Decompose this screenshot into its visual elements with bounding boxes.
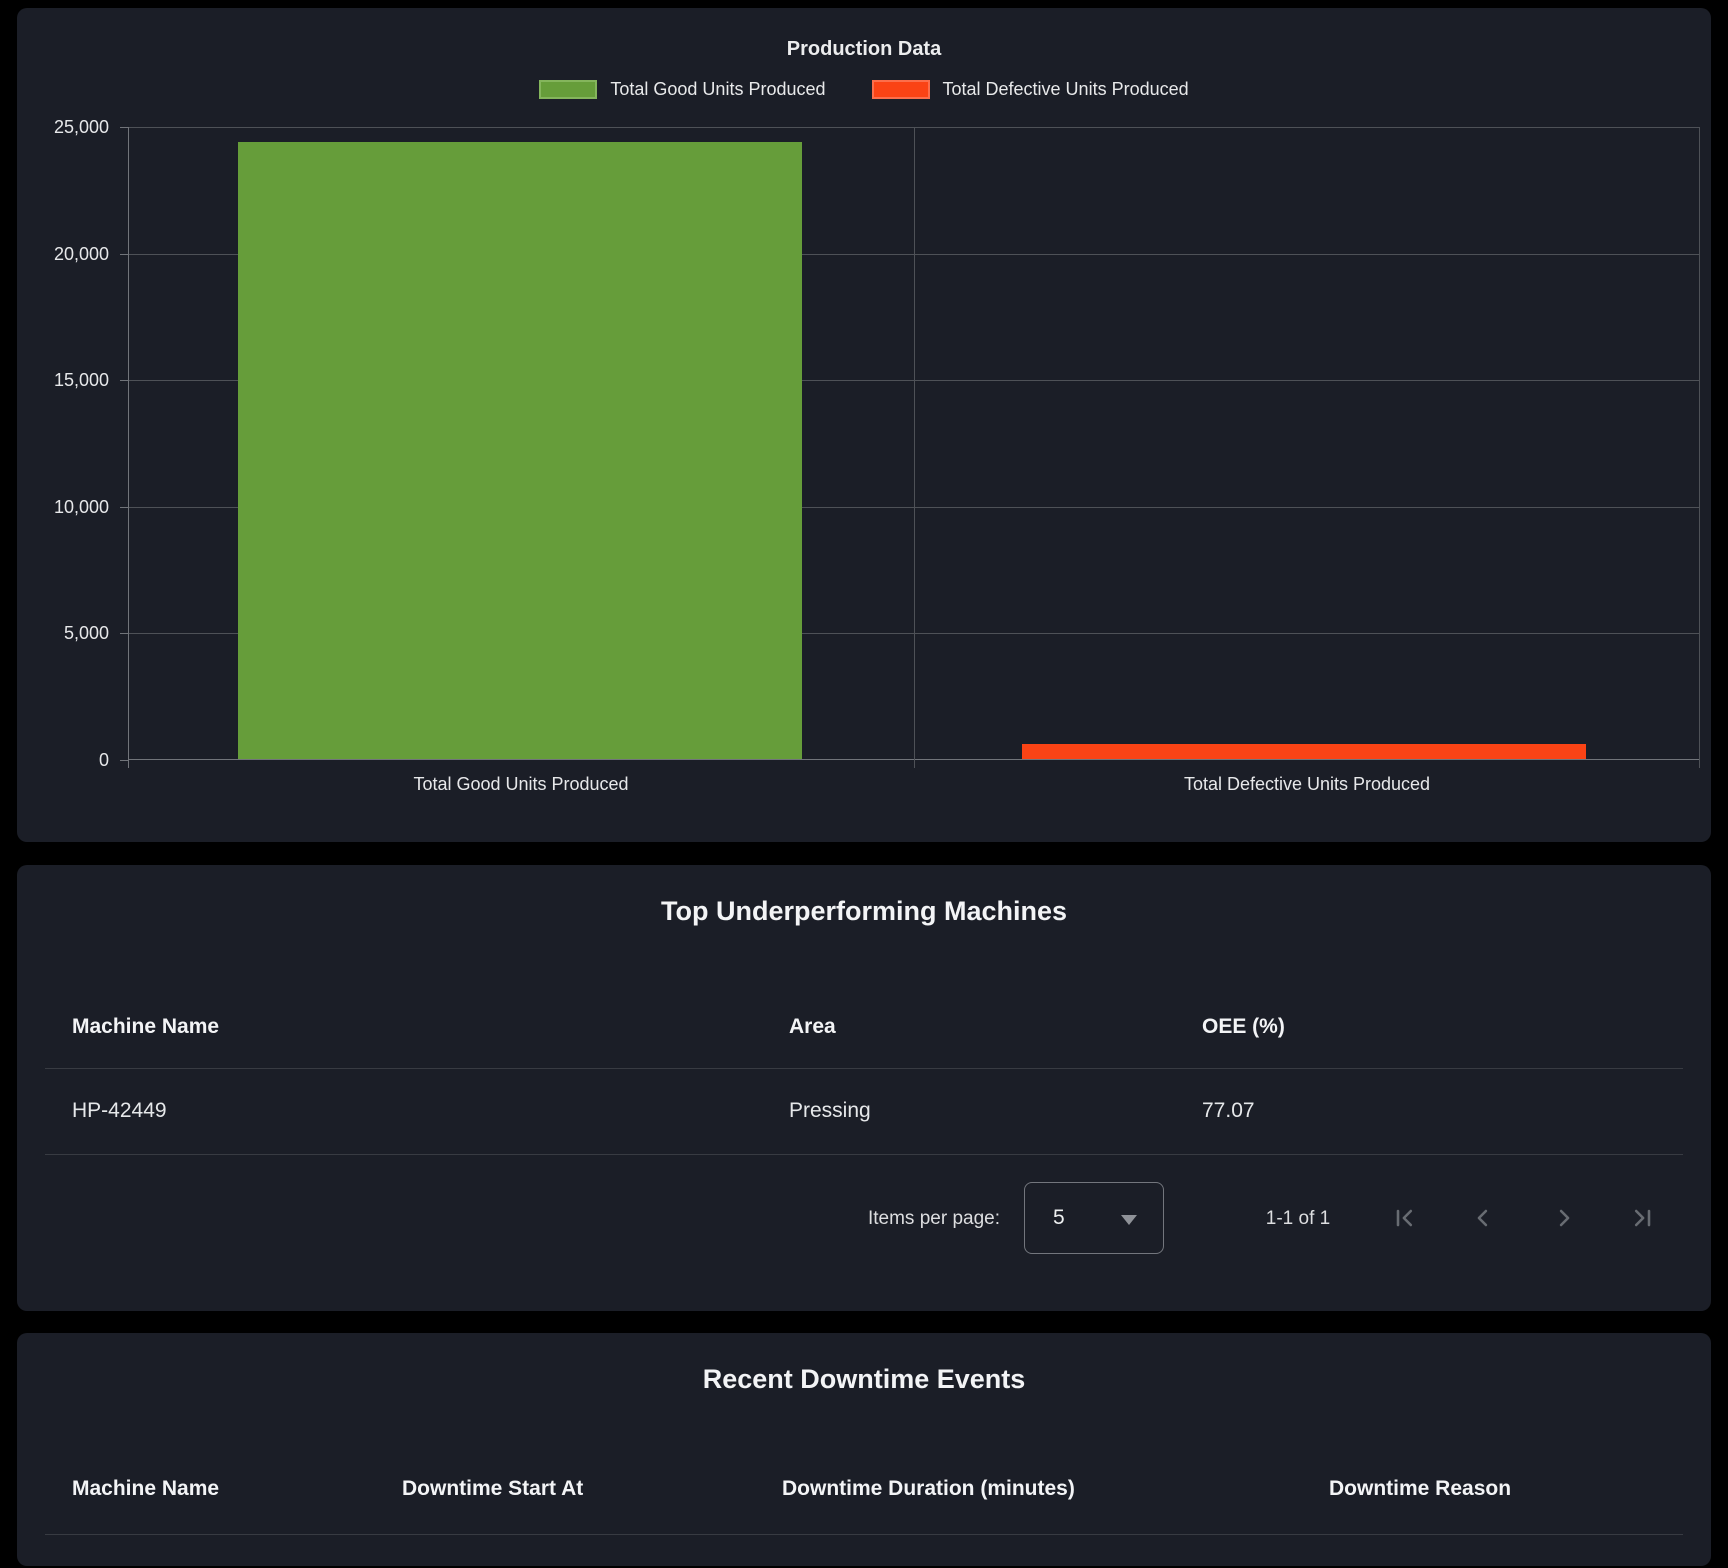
chart-plot-area — [128, 127, 1700, 768]
x-gridline — [1699, 127, 1700, 768]
good-units-bar[interactable] — [238, 142, 802, 759]
last-page-button[interactable] — [1618, 1194, 1666, 1242]
y-axis-line — [128, 127, 129, 768]
x-gridline — [914, 127, 915, 768]
previous-page-button[interactable] — [1459, 1194, 1507, 1242]
y-tick-label: 25,000 — [53, 117, 109, 137]
first-page-button[interactable] — [1381, 1194, 1429, 1242]
y-tick-label: 5,000 — [63, 623, 109, 643]
chart-title: Production Data — [786, 38, 942, 60]
y-tick — [120, 127, 129, 128]
legend-item-defective[interactable]: Total Defective Units Produced — [871, 79, 1189, 100]
cell-area: Pressing — [789, 1099, 871, 1122]
y-tick — [120, 507, 129, 508]
col-header-area: Area — [789, 1015, 836, 1038]
underperforming-machines-card: Top Underperforming Machines Machine Nam… — [17, 865, 1711, 1311]
col-header-machine-name: Machine Name — [72, 1015, 220, 1038]
col-header-machine-name: Machine Name — [72, 1477, 220, 1500]
col-header-downtime-duration: Downtime Duration (minutes) — [782, 1477, 1075, 1500]
y-tick-label: 0 — [98, 750, 109, 770]
y-tick — [120, 633, 129, 634]
y-tick — [120, 380, 129, 381]
machines-table-title: Top Underperforming Machines — [660, 896, 1068, 926]
y-tick — [120, 254, 129, 255]
page-size-value: 5 — [1053, 1206, 1065, 1229]
col-header-downtime-start: Downtime Start At — [402, 1477, 584, 1500]
y-tick-label: 10,000 — [53, 497, 109, 517]
cell-machine-name: HP-42449 — [72, 1099, 167, 1122]
header-divider — [45, 1068, 1683, 1069]
legend-label: Total Good Units Produced — [610, 79, 826, 99]
production-chart-card: Production Data Total Good Units Produce… — [17, 8, 1711, 842]
next-page-button[interactable] — [1540, 1194, 1588, 1242]
x-axis-label-good: Total Good Units Produced — [413, 774, 629, 794]
cell-oee: 77.07 — [1202, 1099, 1255, 1122]
y-tick-label: 20,000 — [53, 244, 109, 264]
downtime-table-title: Recent Downtime Events — [702, 1364, 1026, 1394]
col-header-downtime-reason: Downtime Reason — [1329, 1477, 1512, 1500]
y-tick-label: 15,000 — [53, 370, 109, 390]
items-per-page-label: Items per page: — [867, 1208, 1000, 1229]
chevron-right-icon — [1559, 1209, 1570, 1227]
defective-units-bar[interactable] — [1022, 744, 1586, 759]
select-dropdown-arrow-icon — [1121, 1215, 1137, 1225]
first-page-icon — [1396, 1209, 1413, 1227]
chart-legend: Total Good Units Produced Total Defectiv… — [17, 79, 1711, 100]
header-divider — [45, 1534, 1683, 1535]
page-size-select[interactable]: 5 — [1024, 1182, 1164, 1254]
legend-label: Total Defective Units Produced — [942, 79, 1189, 99]
row-divider — [45, 1154, 1683, 1155]
y-tick — [120, 760, 129, 761]
good-units-swatch-icon — [539, 80, 598, 99]
paginator-range-label: 1-1 of 1 — [1265, 1208, 1331, 1229]
x-axis-label-defective: Total Defective Units Produced — [1183, 774, 1431, 794]
last-page-icon — [1634, 1209, 1651, 1227]
col-header-oee: OEE (%) — [1202, 1015, 1285, 1038]
defective-units-swatch-icon — [871, 80, 930, 99]
legend-item-good[interactable]: Total Good Units Produced — [539, 79, 826, 100]
downtime-events-card: Recent Downtime Events Machine Name Down… — [17, 1333, 1711, 1566]
chevron-left-icon — [1477, 1209, 1488, 1227]
